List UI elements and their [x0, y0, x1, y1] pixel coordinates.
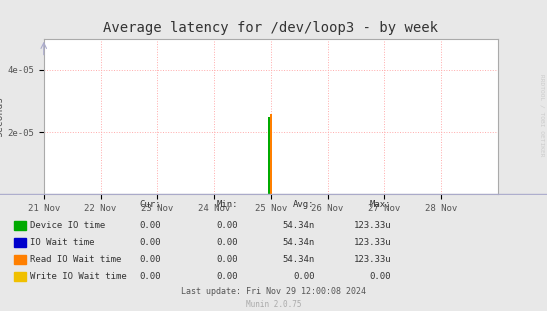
Text: 0.00: 0.00: [217, 221, 238, 230]
Text: 0.00: 0.00: [140, 221, 161, 230]
Text: Last update: Fri Nov 29 12:00:08 2024: Last update: Fri Nov 29 12:00:08 2024: [181, 287, 366, 296]
Text: 0.00: 0.00: [140, 238, 161, 247]
Text: 0.00: 0.00: [370, 272, 391, 281]
Text: 54.34n: 54.34n: [282, 255, 315, 264]
Text: Max:: Max:: [370, 200, 391, 209]
Text: Munin 2.0.75: Munin 2.0.75: [246, 300, 301, 309]
Text: Read IO Wait time: Read IO Wait time: [30, 255, 121, 264]
Text: 0.00: 0.00: [140, 255, 161, 264]
Bar: [268, 117, 271, 194]
Text: Write IO Wait time: Write IO Wait time: [30, 272, 127, 281]
Text: 0.00: 0.00: [217, 272, 238, 281]
Text: 0.00: 0.00: [217, 238, 238, 247]
Title: Average latency for /dev/loop3 - by week: Average latency for /dev/loop3 - by week: [103, 21, 438, 35]
Text: 0.00: 0.00: [293, 272, 315, 281]
Y-axis label: seconds: seconds: [0, 96, 4, 137]
Text: Min:: Min:: [217, 200, 238, 209]
Text: Avg:: Avg:: [293, 200, 315, 209]
Text: 123.33u: 123.33u: [353, 238, 391, 247]
Text: 54.34n: 54.34n: [282, 221, 315, 230]
Text: RRDTOOL / TOBI OETIKER: RRDTOOL / TOBI OETIKER: [539, 74, 544, 156]
Text: 123.33u: 123.33u: [353, 255, 391, 264]
Text: IO Wait time: IO Wait time: [30, 238, 95, 247]
Text: 54.34n: 54.34n: [282, 238, 315, 247]
Text: Cur:: Cur:: [140, 200, 161, 209]
Bar: [270, 114, 272, 194]
Text: 0.00: 0.00: [140, 272, 161, 281]
Text: 123.33u: 123.33u: [353, 221, 391, 230]
Text: 0.00: 0.00: [217, 255, 238, 264]
Text: Device IO time: Device IO time: [30, 221, 106, 230]
